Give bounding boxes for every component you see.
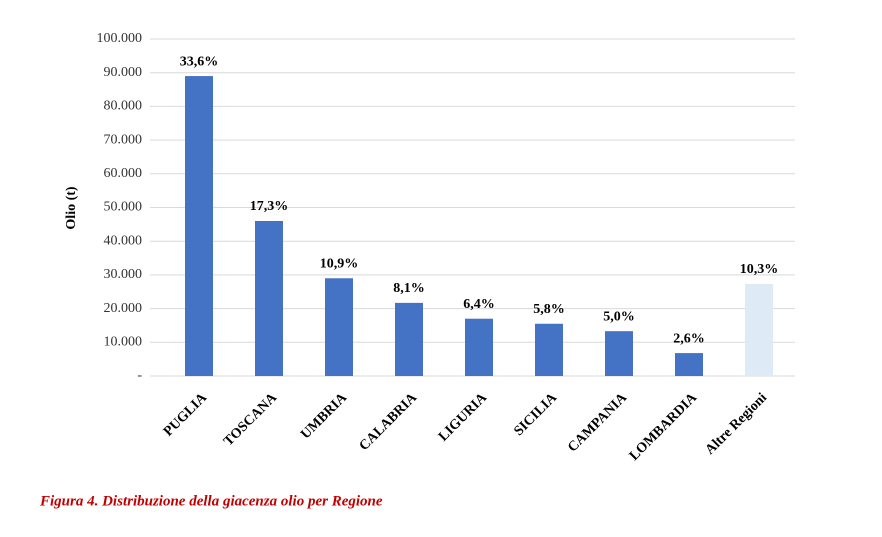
data-label: 17,3% (250, 199, 289, 214)
y-axis-label: Olio (t) (64, 186, 79, 229)
y-tick-label: - (137, 368, 142, 383)
bar (255, 220, 283, 376)
data-label: 8,1% (393, 281, 425, 296)
bar (395, 302, 423, 376)
y-tick-label: 100.000 (97, 31, 143, 46)
data-label: 33,6% (180, 54, 219, 69)
y-tick-label: 30.000 (104, 267, 143, 282)
data-label: 10,3% (740, 262, 779, 277)
data-label: 5,8% (533, 302, 565, 317)
bar (745, 283, 773, 376)
bar (325, 278, 353, 376)
data-label: 10,9% (320, 256, 359, 271)
bar (675, 353, 703, 376)
y-tick-label: 20.000 (104, 301, 143, 316)
data-label: 5,0% (603, 309, 635, 324)
bar (535, 323, 563, 376)
y-tick-label: 10.000 (104, 335, 143, 350)
caption: Figura 4. Distribuzione della giacenza o… (39, 493, 383, 509)
y-tick-label: 50.000 (104, 200, 143, 215)
bar (185, 76, 213, 376)
bar (605, 331, 633, 376)
data-label: 2,6% (673, 331, 705, 346)
y-tick-label: 80.000 (104, 99, 143, 114)
y-tick-label: 90.000 (104, 65, 143, 80)
y-tick-label: 70.000 (104, 132, 143, 147)
y-tick-label: 40.000 (104, 233, 143, 248)
bar (465, 318, 493, 376)
data-label: 6,4% (463, 297, 495, 312)
y-tick-label: 60.000 (104, 166, 143, 181)
